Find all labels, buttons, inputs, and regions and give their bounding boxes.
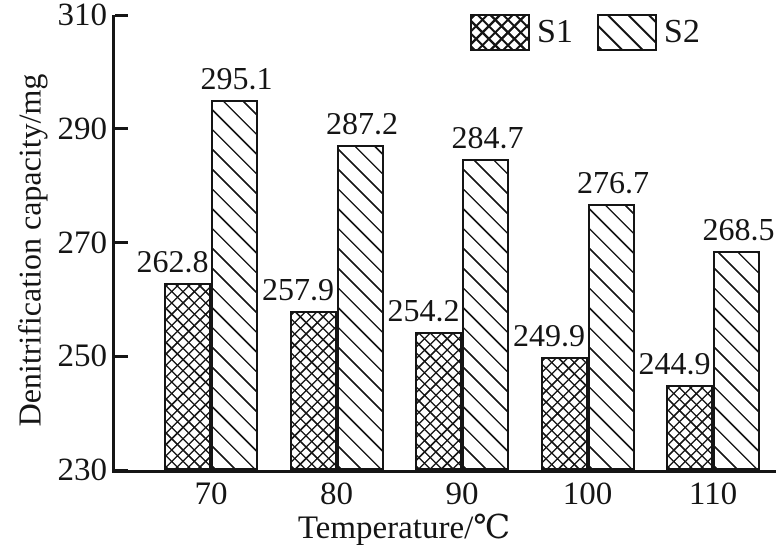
- bar-s2-110: [713, 251, 760, 470]
- crosshatch-swatch-icon: [470, 13, 530, 51]
- bar-s2-100: [587, 204, 635, 470]
- bar-value-label: 287.2: [326, 104, 398, 141]
- x-axis-tick-label: 70: [194, 476, 228, 512]
- legend-item-s2: S2: [596, 12, 700, 52]
- bar-value-label: 262.8: [136, 243, 209, 280]
- plot-area: 230 250 270 290 310 70 262.8 295.1 80 257.9 287.2 9…: [58, 0, 776, 512]
- y-axis-tick-label: 230: [57, 452, 108, 488]
- bar-s2-70: [211, 99, 258, 470]
- bar-value-label: 295.1: [200, 59, 273, 96]
- legend: S1 S2: [470, 12, 700, 52]
- y-axis-tick: [115, 127, 128, 131]
- x-axis-tick-label: 110: [688, 476, 738, 512]
- bar-value-label: 284.7: [451, 118, 524, 155]
- bar-s2-80: [336, 144, 384, 470]
- bar-value-label: 249.9: [513, 316, 585, 353]
- x-axis-tick-label: 90: [445, 476, 479, 512]
- x-axis-tick-label: 80: [320, 476, 353, 512]
- y-axis-tick: [115, 354, 128, 358]
- y-axis-tick-label: 310: [57, 0, 108, 33]
- x-axis-title: Temperature/℃: [297, 510, 511, 546]
- bar-s1-90: [415, 332, 462, 470]
- bar-s1-70: [164, 283, 211, 470]
- bar-value-label: 257.9: [262, 271, 334, 308]
- y-axis-tick: [115, 468, 128, 472]
- x-axis-tick-label: 100: [562, 476, 613, 512]
- y-axis-tick-label: 270: [57, 224, 108, 261]
- bar-s2-90: [462, 158, 509, 470]
- bar-value-label: 254.2: [387, 292, 460, 329]
- legend-item-s1: S1: [470, 12, 573, 52]
- y-axis-tick-label: 290: [57, 110, 108, 147]
- y-axis-tick: [115, 13, 128, 17]
- y-axis-tick: [115, 241, 128, 244]
- legend-label-s1: S1: [537, 13, 573, 50]
- legend-label-s2: S2: [663, 13, 700, 50]
- diagonal-lines-swatch-icon: [596, 13, 657, 51]
- y-axis-tick-label: 250: [57, 338, 108, 375]
- bar-s1-80: [289, 311, 337, 470]
- bar-value-label: 244.9: [638, 345, 711, 382]
- bar-value-label: 276.7: [577, 164, 649, 201]
- bar-s1-100: [540, 356, 588, 470]
- bar-value-label: 268.5: [702, 211, 775, 248]
- bar-s1-110: [666, 385, 713, 470]
